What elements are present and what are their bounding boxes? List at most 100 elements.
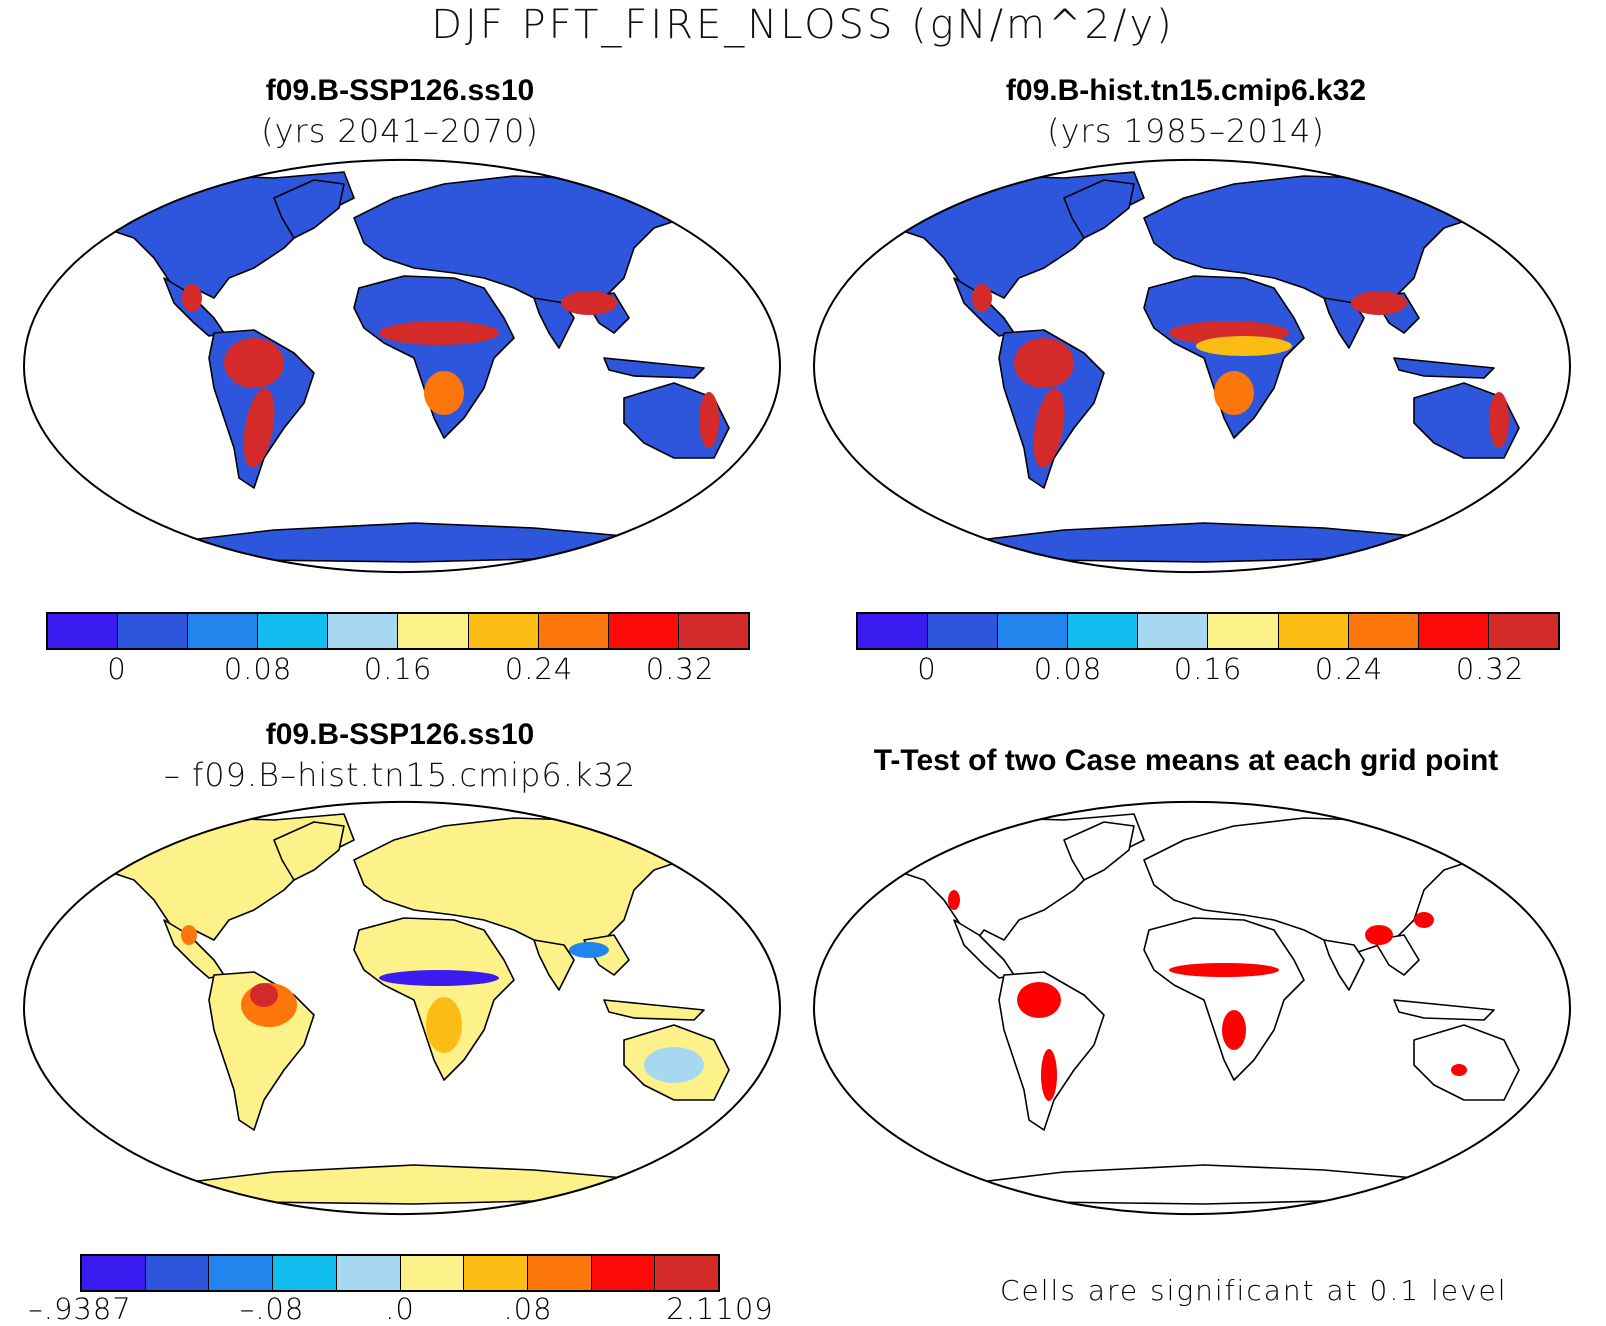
fire-hotspot-mexico <box>972 284 992 312</box>
cb1-tick: 0.24 <box>504 652 574 686</box>
panel3-subtitle: – f09.B–hist.tn15.cmip6.k32 <box>163 756 637 794</box>
cb3-tick: –.08 <box>239 1292 305 1326</box>
diff-neg-australia <box>644 1047 704 1083</box>
land-greenland <box>1063 179 1135 239</box>
cb3-tick: .0 <box>385 1292 415 1326</box>
map-panel-3 <box>22 801 782 1215</box>
land-eurasia <box>1143 817 1485 961</box>
colorbar-swatch <box>336 1256 401 1290</box>
colorbar-swatch <box>1488 614 1558 648</box>
colorbar-swatch <box>858 614 929 648</box>
cb1-tick: 0.08 <box>223 652 293 686</box>
land-greenland <box>273 821 345 881</box>
cb2-tick: 0.16 <box>1173 652 1243 686</box>
sig-asia <box>1365 925 1393 945</box>
map-border <box>22 801 782 1215</box>
colorbar-swatch <box>998 614 1069 648</box>
colorbar-swatch <box>1418 614 1489 648</box>
map-border <box>812 801 1572 1215</box>
panel2-title: f09.B-hist.tn15.cmip6.k32 <box>1005 74 1367 107</box>
land-antarctica <box>163 1164 695 1205</box>
colorbar-swatch <box>188 614 259 648</box>
land-africa <box>1143 917 1305 1081</box>
colorbar-swatch <box>258 614 329 648</box>
colorbar-swatch <box>1348 614 1419 648</box>
cb2-tick: 0 <box>917 652 937 686</box>
cb3-tick: 2.1109 <box>666 1292 774 1326</box>
fire-hotspot-brazil <box>224 338 284 388</box>
panel4-title: T-Test of two Case means at each grid po… <box>873 744 1499 777</box>
figure-title: DJF PFT_FIRE_NLOSS (gN/m^2/y) <box>431 2 1175 48</box>
diff-peak-amazon <box>250 983 278 1007</box>
fire-hotspot-sahel <box>379 321 499 345</box>
cb1-tick: 0.16 <box>363 652 433 686</box>
panel1-subtitle: (yrs 2041–2070) <box>261 112 539 150</box>
fire-hotspot-pampas <box>1033 388 1065 468</box>
significance-note: Cells are significant at 0.1 level <box>1000 1274 1508 1307</box>
cb3-tick: .08 <box>503 1292 553 1326</box>
colorbar-swatch <box>328 614 399 648</box>
cb2-tick: 0.08 <box>1033 652 1103 686</box>
colorbar-swatch <box>678 614 748 648</box>
cb2-tick: 0.32 <box>1455 652 1525 686</box>
colorbar-swatch <box>145 1256 210 1290</box>
colorbar-swatch <box>468 614 539 648</box>
colorbar-swatch <box>1068 614 1139 648</box>
cb2-tick: 0.24 <box>1314 652 1384 686</box>
land-australia <box>1413 1024 1520 1101</box>
sig-pampas <box>1041 1049 1057 1101</box>
land-antarctica <box>953 522 1485 563</box>
land-africa <box>353 275 515 439</box>
diff-pos-africa <box>426 997 462 1053</box>
colorbar-swatch <box>48 614 119 648</box>
diff-neg-india <box>569 942 609 958</box>
diff-pos-mexico <box>181 925 197 945</box>
land-greenland <box>273 179 345 239</box>
colorbar-swatch <box>655 1256 719 1290</box>
land-antarctica <box>953 1164 1485 1205</box>
sig-africa <box>1222 1010 1246 1050</box>
map-panel-2 <box>812 159 1572 573</box>
colorbar-swatch <box>538 614 609 648</box>
colorbar-swatch <box>400 1256 465 1290</box>
cb3-tick: –.9387 <box>28 1292 132 1326</box>
map-panel-1 <box>22 159 782 573</box>
colorbar-swatch <box>82 1256 146 1290</box>
cb1-tick: 0 <box>107 652 127 686</box>
land-greenland <box>1063 821 1135 881</box>
cb1-tick: 0.32 <box>645 652 715 686</box>
colorbar-swatch <box>273 1256 337 1290</box>
colorbar-swatch <box>527 1256 592 1290</box>
fire-hotspot-southafrica <box>424 371 464 415</box>
sig-amazon <box>1017 982 1061 1018</box>
colorbar-swatch <box>398 614 469 648</box>
land-indonesia <box>603 999 705 1021</box>
diff-neg-sahel <box>379 970 499 986</box>
fire-hotspot-southasia <box>561 291 617 315</box>
land-indonesia <box>1393 999 1495 1021</box>
land-eurasia <box>1143 175 1485 319</box>
colorbar-swatch <box>591 1256 656 1290</box>
map-panel-4 <box>812 801 1572 1215</box>
fire-hotspot-southasia <box>1351 291 1407 315</box>
fire-hotspot-africa2 <box>1196 336 1292 356</box>
fire-hotspot-brazil <box>1014 338 1074 388</box>
fire-hotspot-pampas <box>243 388 275 468</box>
colorbar-panel-2 <box>856 612 1560 650</box>
land-seasia <box>1373 934 1420 976</box>
land-africa <box>1143 275 1305 439</box>
colorbar-swatch <box>1278 614 1349 648</box>
colorbar-swatch <box>464 1256 528 1290</box>
map-border <box>812 159 1572 573</box>
fire-hotspot-eaustralia <box>1489 392 1509 448</box>
fire-hotspot-southafrica <box>1214 371 1254 415</box>
land-antarctica <box>163 522 695 563</box>
colorbar-swatch <box>209 1256 274 1290</box>
land-indonesia <box>1393 357 1495 379</box>
fire-hotspot-mexico <box>182 284 202 312</box>
colorbar-panel-1 <box>46 612 750 650</box>
panel1-title: f09.B-SSP126.ss10 <box>265 74 535 107</box>
land-indonesia <box>603 357 705 379</box>
colorbar-swatch <box>608 614 679 648</box>
sig-sahel <box>1169 963 1279 977</box>
